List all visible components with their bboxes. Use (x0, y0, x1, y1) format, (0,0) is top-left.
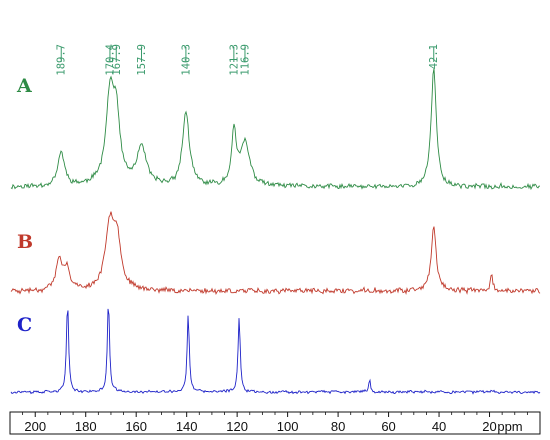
x-tick-label: 20 (482, 419, 496, 434)
peak-annotation-label: 42.1 (428, 44, 440, 69)
peak-annotation-label: 121.3 (228, 44, 240, 76)
trace-label-a: A (16, 75, 32, 97)
x-tick-label: 40 (432, 419, 446, 434)
x-axis: 200 180 160 140 120 100 80 60 40 20 (9, 411, 541, 435)
x-tick-label: 140 (176, 419, 198, 434)
trace-label-b: B (17, 231, 33, 253)
peak-annotation-label: 167.9 (111, 44, 123, 76)
spectrum-trace-a (10, 68, 541, 191)
peak-annotation-label: 157.9 (136, 44, 148, 76)
spectrum-trace-b (10, 211, 541, 296)
trace-label-c: C (17, 314, 32, 336)
x-axis-unit-label: ppm (497, 419, 522, 434)
peak-annotation-label: 140.3 (180, 44, 192, 76)
x-tick-label: 180 (75, 419, 97, 434)
x-tick-label: 80 (331, 419, 345, 434)
peak-annotation-label: 116.9 (239, 44, 251, 76)
x-tick-label: 100 (277, 419, 299, 434)
peak-annotation-label: 189.7 (56, 44, 68, 76)
peak-annotation-label: 170.4 (104, 44, 116, 76)
x-tick-label: 160 (125, 419, 147, 434)
spectrum-trace-c (10, 308, 541, 395)
spectrum-traces: A B C (10, 68, 541, 395)
x-tick-label: 120 (226, 419, 248, 434)
x-tick-label: 200 (24, 419, 46, 434)
x-tick-label: 60 (381, 419, 395, 434)
